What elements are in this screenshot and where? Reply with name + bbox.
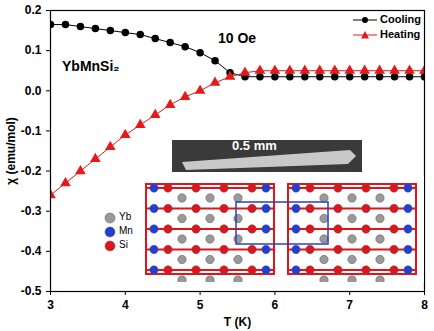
svg-text:χ (emu/mol): χ (emu/mol) [4, 117, 18, 185]
svg-text:-0.3: -0.3 [21, 204, 42, 218]
html-text:Mn: Mn [119, 225, 133, 236]
svg-text:-0.5: -0.5 [21, 284, 42, 298]
svg-text:0.2: 0.2 [25, 3, 42, 17]
svg-text:-0.1: -0.1 [21, 124, 42, 138]
html-text:Heating: Heating [380, 28, 421, 40]
svg-text:8: 8 [421, 298, 428, 312]
svg-text:6: 6 [272, 298, 279, 312]
svg-text:0.1: 0.1 [25, 43, 42, 57]
svg-text:-0.2: -0.2 [21, 164, 42, 178]
svg-text:7: 7 [346, 298, 353, 312]
svg-text:-0.4: -0.4 [21, 244, 42, 258]
svg-text:T (K): T (K) [224, 315, 251, 329]
svg-text:4: 4 [122, 298, 129, 312]
svg-text:0.0: 0.0 [25, 84, 42, 98]
html-text:YbMnSi₂: YbMnSi₂ [62, 58, 120, 74]
svg-text:5: 5 [197, 298, 204, 312]
html-text:Yb: Yb [119, 211, 132, 222]
html-text:10 Oe: 10 Oe [218, 30, 257, 46]
html-text:Cooling: Cooling [380, 13, 421, 25]
html-text:Si: Si [119, 239, 128, 250]
html-text:0.5 mm: 0.5 mm [232, 138, 277, 153]
svg-text:3: 3 [47, 298, 54, 312]
